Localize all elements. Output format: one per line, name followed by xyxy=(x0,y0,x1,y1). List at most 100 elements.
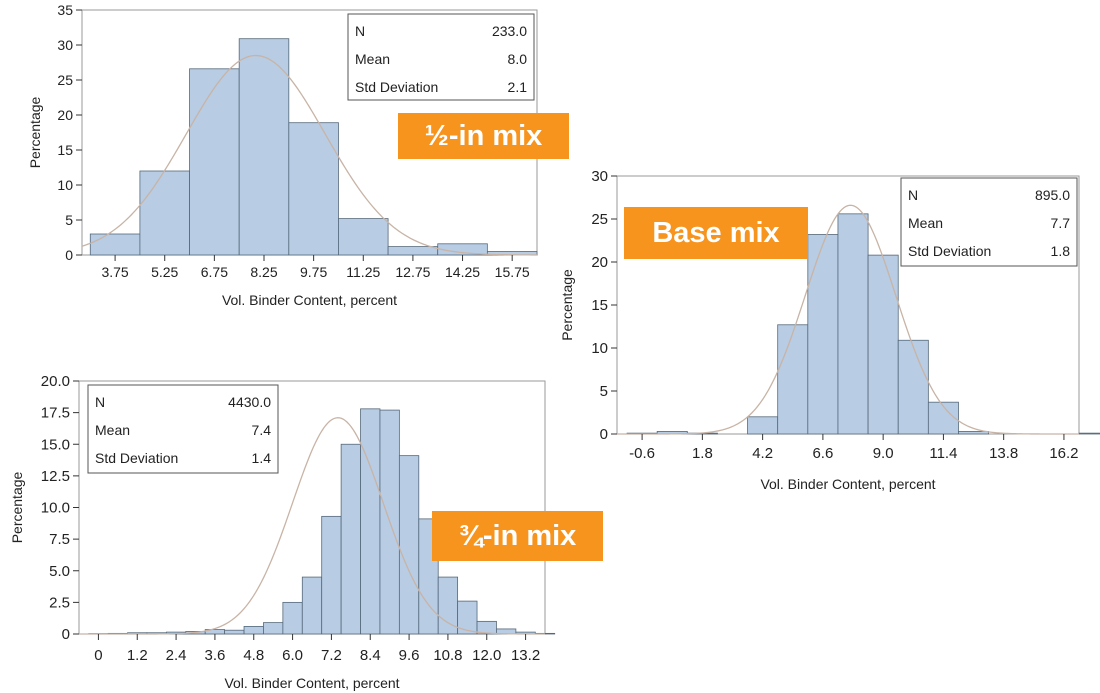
histogram-bar xyxy=(224,629,245,635)
stats-box xyxy=(900,177,1078,267)
x-tick-label: 4.2 xyxy=(752,445,773,462)
stats-value: 7.4 xyxy=(252,422,272,438)
x-tick-label: 3.6 xyxy=(204,647,225,664)
x-tick-label: 6.75 xyxy=(201,264,228,280)
stats-label: N xyxy=(355,23,365,39)
histogram-bar xyxy=(1078,432,1100,435)
x-tick-label: 4.8 xyxy=(243,647,264,664)
histogram-bar xyxy=(867,254,899,435)
histogram-bar xyxy=(457,600,478,635)
y-tick-label: 7.5 xyxy=(49,531,70,548)
histogram-bar xyxy=(360,408,381,635)
x-tick-label: 11.4 xyxy=(929,445,957,462)
stats-box xyxy=(87,384,279,474)
x-tick-label: 12.75 xyxy=(395,264,430,280)
y-tick-label: 10 xyxy=(591,340,608,357)
y-tick-label: 17.5 xyxy=(41,405,70,422)
histogram-bar xyxy=(321,515,342,635)
stats-label: Mean xyxy=(908,215,943,231)
stats-label: N xyxy=(95,394,105,410)
histogram-bar xyxy=(837,213,869,435)
x-tick-label: 5.25 xyxy=(151,264,178,280)
y-tick-label: 20.0 xyxy=(41,373,70,390)
histogram-bar xyxy=(238,38,290,256)
histogram-bar xyxy=(282,601,303,635)
histogram-half-in-mix: 0 5 10 15 20 25 30 35 3.75 5.25 6.75 8.25 9.75 11.25 1… xyxy=(27,2,538,308)
y-tick-label: 15.0 xyxy=(41,436,70,453)
histogram-bar xyxy=(139,170,190,256)
stats-label: Std Deviation xyxy=(95,450,178,466)
x-tick-label: 2.4 xyxy=(166,647,187,664)
histogram-bar xyxy=(189,68,240,256)
half-in-mix-tag: ½-in mix xyxy=(398,113,569,159)
x-tick-label: 9.75 xyxy=(300,264,327,280)
x-tick-label: 11.25 xyxy=(346,264,380,280)
stats-label: Mean xyxy=(95,422,130,438)
x-tick-label: 16.2 xyxy=(1049,445,1078,462)
histogram-bar xyxy=(777,324,809,435)
stats-label: N xyxy=(908,187,918,203)
stats-value: 4430.0 xyxy=(228,394,271,410)
y-tick-label: 5 xyxy=(65,212,73,228)
y-tick-label: 5.0 xyxy=(49,563,70,580)
x-axis-label: Vol. Binder Content, percent xyxy=(222,292,397,308)
y-tick-label: 0 xyxy=(600,426,608,443)
normal-fit-curve xyxy=(79,417,545,635)
y-tick-label: 30 xyxy=(591,168,608,185)
x-tick-label: 14.25 xyxy=(445,264,480,280)
x-tick-label: 9.0 xyxy=(873,445,894,462)
y-axis-label: Percentage xyxy=(27,96,43,168)
histogram-three-quarter-in-mix: 0 2.5 5.0 7.5 10.0 12.5 15.0 17.5 20.0 0 1.2 2.4 3.6… xyxy=(9,373,556,691)
histogram-bar xyxy=(301,576,323,635)
x-tick-label: 7.2 xyxy=(321,647,342,664)
stats-value: 895.0 xyxy=(1035,187,1070,203)
y-tick-label: 20 xyxy=(591,254,608,271)
histogram-bar xyxy=(897,339,929,435)
stats-value: 1.8 xyxy=(1051,243,1071,259)
y-tick-label: 0 xyxy=(62,626,70,643)
y-tick-label: 25 xyxy=(591,211,608,228)
y-tick-label: 10.0 xyxy=(41,500,70,517)
x-tick-label: 13.2 xyxy=(511,647,540,664)
x-tick-label: 15.75 xyxy=(495,264,530,280)
y-tick-label: 10 xyxy=(57,177,73,193)
base-mix-tag: Base mix xyxy=(624,207,808,259)
y-axis-label: Percentage xyxy=(9,471,25,543)
histogram-bar xyxy=(243,626,264,635)
stats-value: 233.0 xyxy=(492,23,527,39)
y-tick-label: 20 xyxy=(57,107,73,123)
x-tick-label: 3.75 xyxy=(101,264,128,280)
x-axis-label: Vol. Binder Content, percent xyxy=(760,476,935,492)
y-tick-label: 25 xyxy=(57,72,73,88)
x-tick-label: 8.4 xyxy=(360,647,381,664)
histogram-bar xyxy=(387,246,439,256)
x-tick-label: 0 xyxy=(94,647,102,664)
stats-value: 2.1 xyxy=(508,79,528,95)
x-tick-label: 10.8 xyxy=(433,647,462,664)
histogram-bar xyxy=(747,416,779,435)
stats-box xyxy=(347,13,535,101)
histogram-bar xyxy=(263,622,284,635)
normal-fit-curve xyxy=(81,54,537,256)
x-tick-label: 9.6 xyxy=(399,647,420,664)
x-tick-label: -0.6 xyxy=(629,445,655,462)
x-tick-label: 1.2 xyxy=(127,647,148,664)
histogram-bar xyxy=(340,443,361,635)
stats-label: Std Deviation xyxy=(908,243,991,259)
histogram-bar xyxy=(89,233,141,256)
three-quarter-in-mix-tag: ¾-in mix xyxy=(432,511,603,561)
stats-label: Mean xyxy=(355,51,390,67)
histogram-bar xyxy=(338,218,389,256)
x-tick-label: 6.6 xyxy=(812,445,833,462)
stats-value: 7.7 xyxy=(1051,215,1071,231)
histogram-bar xyxy=(807,234,839,435)
histogram-bar xyxy=(288,122,339,256)
y-tick-label: 12.5 xyxy=(41,468,70,485)
y-tick-label: 35 xyxy=(57,2,73,18)
y-axis-label: Percentage xyxy=(559,269,575,341)
y-tick-label: 2.5 xyxy=(49,594,70,611)
histogram-bar xyxy=(958,431,990,435)
histogram-bar xyxy=(437,576,459,635)
y-tick-label: 15 xyxy=(57,142,73,158)
y-tick-label: 15 xyxy=(591,297,608,314)
